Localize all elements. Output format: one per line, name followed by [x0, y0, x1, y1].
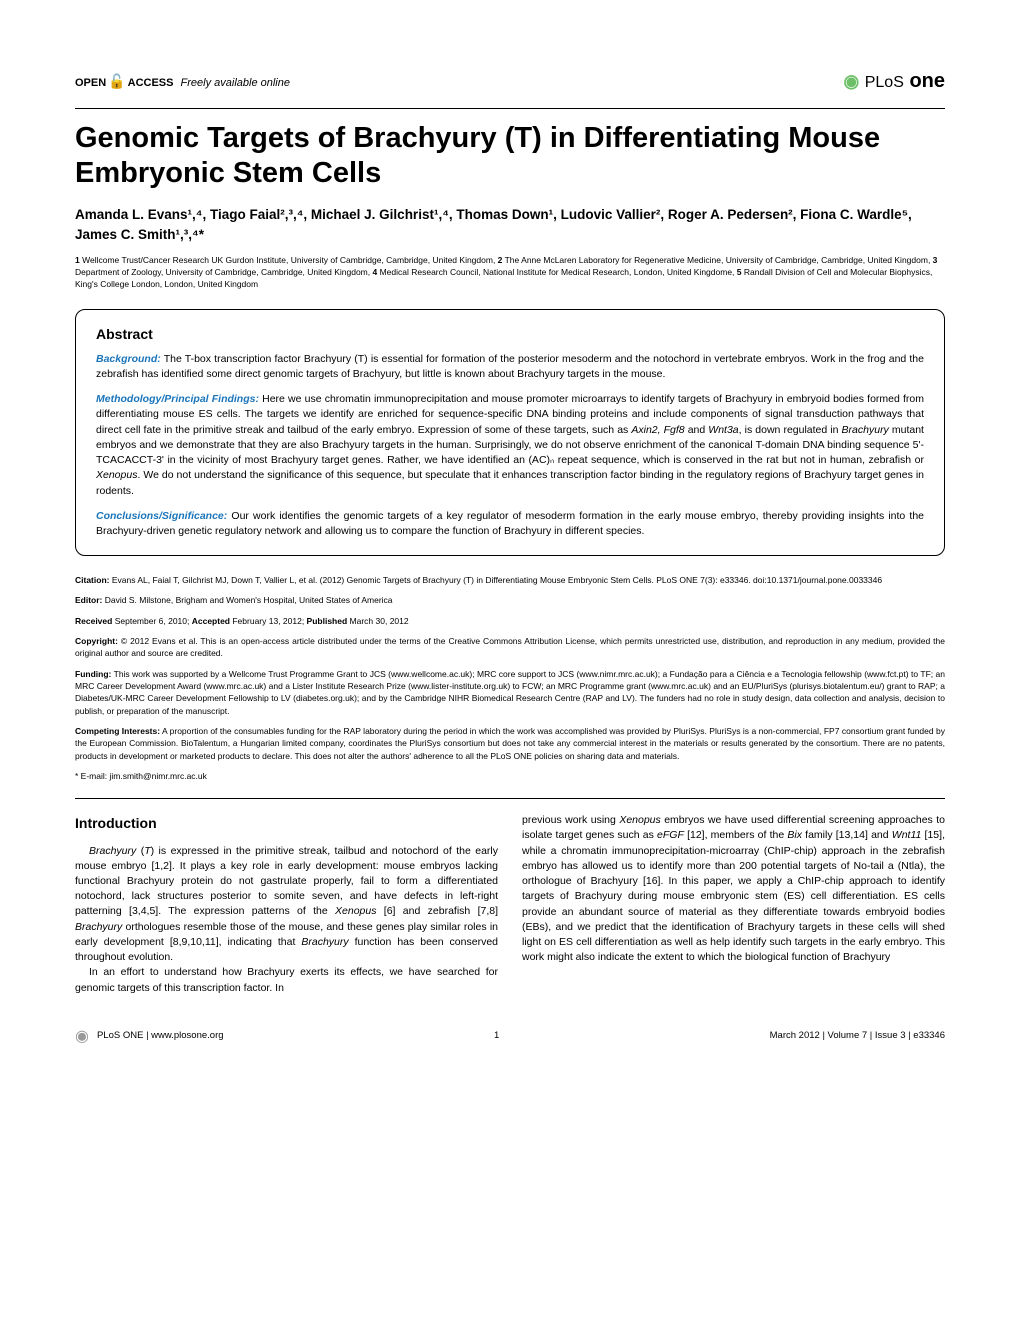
published-label: Published	[307, 616, 348, 626]
open-text: OPEN	[75, 77, 106, 89]
abstract-conclusions: Conclusions/Significance: Our work ident…	[96, 509, 924, 539]
copyright: Copyright: © 2012 Evans et al. This is a…	[75, 635, 945, 660]
lock-icon: 🔓	[108, 73, 125, 89]
abstract-methodology: Methodology/Principal Findings: Here we …	[96, 392, 924, 499]
editor-label: Editor:	[75, 595, 102, 605]
abstract-heading: Abstract	[96, 326, 924, 342]
page-footer: ◉ PLoS ONE | www.plosone.org 1 March 201…	[75, 1026, 945, 1046]
body-columns: Introduction Brachyury (T) is expressed …	[75, 813, 945, 995]
conclusions-label: Conclusions/Significance:	[96, 510, 227, 522]
email-text: jim.smith@nimr.mrc.ac.uk	[107, 771, 207, 781]
header-divider	[75, 108, 945, 109]
access-text: ACCESS	[128, 77, 174, 89]
citation-text: Evans AL, Faial T, Gilchrist MJ, Down T,…	[109, 575, 882, 585]
journal-one: one	[909, 70, 945, 92]
copyright-label: Copyright:	[75, 636, 118, 646]
column-right: previous work using Xenopus embryos we h…	[522, 813, 945, 995]
intro-p3: previous work using Xenopus embryos we h…	[522, 813, 945, 965]
intro-p1: Brachyury (T) is expressed in the primit…	[75, 844, 498, 966]
email: * E-mail: jim.smith@nimr.mrc.ac.uk	[75, 770, 945, 782]
competing-label: Competing Interests:	[75, 726, 160, 736]
footer-journal: PLoS ONE | www.plosone.org	[97, 1030, 224, 1041]
accepted-label: Accepted	[192, 616, 230, 626]
funding: Funding: This work was supported by a We…	[75, 668, 945, 717]
open-access-badge: OPEN🔓ACCESS Freely available online	[75, 73, 290, 90]
background-label: Background:	[96, 353, 161, 365]
citation-label: Citation:	[75, 575, 109, 585]
received-text: September 6, 2010;	[112, 616, 191, 626]
editor-text: David S. Milstone, Brigham and Women's H…	[102, 595, 392, 605]
citation: Citation: Evans AL, Faial T, Gilchrist M…	[75, 574, 945, 586]
body-divider	[75, 798, 945, 799]
background-text: The T-box transcription factor Brachyury…	[96, 353, 924, 380]
copyright-text: © 2012 Evans et al. This is an open-acce…	[75, 636, 945, 658]
journal-plos: PLoS	[865, 74, 904, 91]
column-left: Introduction Brachyury (T) is expressed …	[75, 813, 498, 995]
header-row: OPEN🔓ACCESS Freely available online ◉ PL…	[75, 70, 945, 93]
methodology-label: Methodology/Principal Findings:	[96, 393, 259, 405]
received-label: Received	[75, 616, 112, 626]
intro-p2: In an effort to understand how Brachyury…	[75, 965, 498, 995]
affiliations: 1 Wellcome Trust/Cancer Research UK Gurd…	[75, 255, 945, 291]
footer-swirl-icon: ◉	[75, 1026, 89, 1046]
accepted-text: February 13, 2012;	[230, 616, 307, 626]
published-text: March 30, 2012	[347, 616, 408, 626]
dates: Received September 6, 2010; Accepted Feb…	[75, 615, 945, 627]
swirl-icon: ◉	[843, 71, 859, 91]
funding-text: This work was supported by a Wellcome Tr…	[75, 669, 945, 716]
freely-text: Freely available online	[181, 77, 290, 89]
competing-text: A proportion of the consumables funding …	[75, 726, 945, 761]
abstract-box: Abstract Background: The T-box transcrip…	[75, 309, 945, 556]
page-container: OPEN🔓ACCESS Freely available online ◉ PL…	[0, 0, 1020, 1086]
editor: Editor: David S. Milstone, Brigham and W…	[75, 594, 945, 606]
intro-heading: Introduction	[75, 813, 498, 833]
methodology-text: Here we use chromatin immunoprecipitatio…	[96, 393, 924, 496]
footer-issue-info: March 2012 | Volume 7 | Issue 3 | e33346	[770, 1030, 945, 1041]
footer-left: ◉ PLoS ONE | www.plosone.org	[75, 1026, 224, 1046]
competing-interests: Competing Interests: A proportion of the…	[75, 725, 945, 762]
footer-page-number: 1	[494, 1030, 499, 1041]
email-label: * E-mail:	[75, 771, 107, 781]
authors-list: Amanda L. Evans¹,⁴, Tiago Faial²,³,⁴, Mi…	[75, 205, 945, 246]
plos-logo: ◉ PLoS one	[843, 70, 945, 93]
abstract-background: Background: The T-box transcription fact…	[96, 352, 924, 382]
funding-label: Funding:	[75, 669, 111, 679]
article-title: Genomic Targets of Brachyury (T) in Diff…	[75, 121, 945, 191]
